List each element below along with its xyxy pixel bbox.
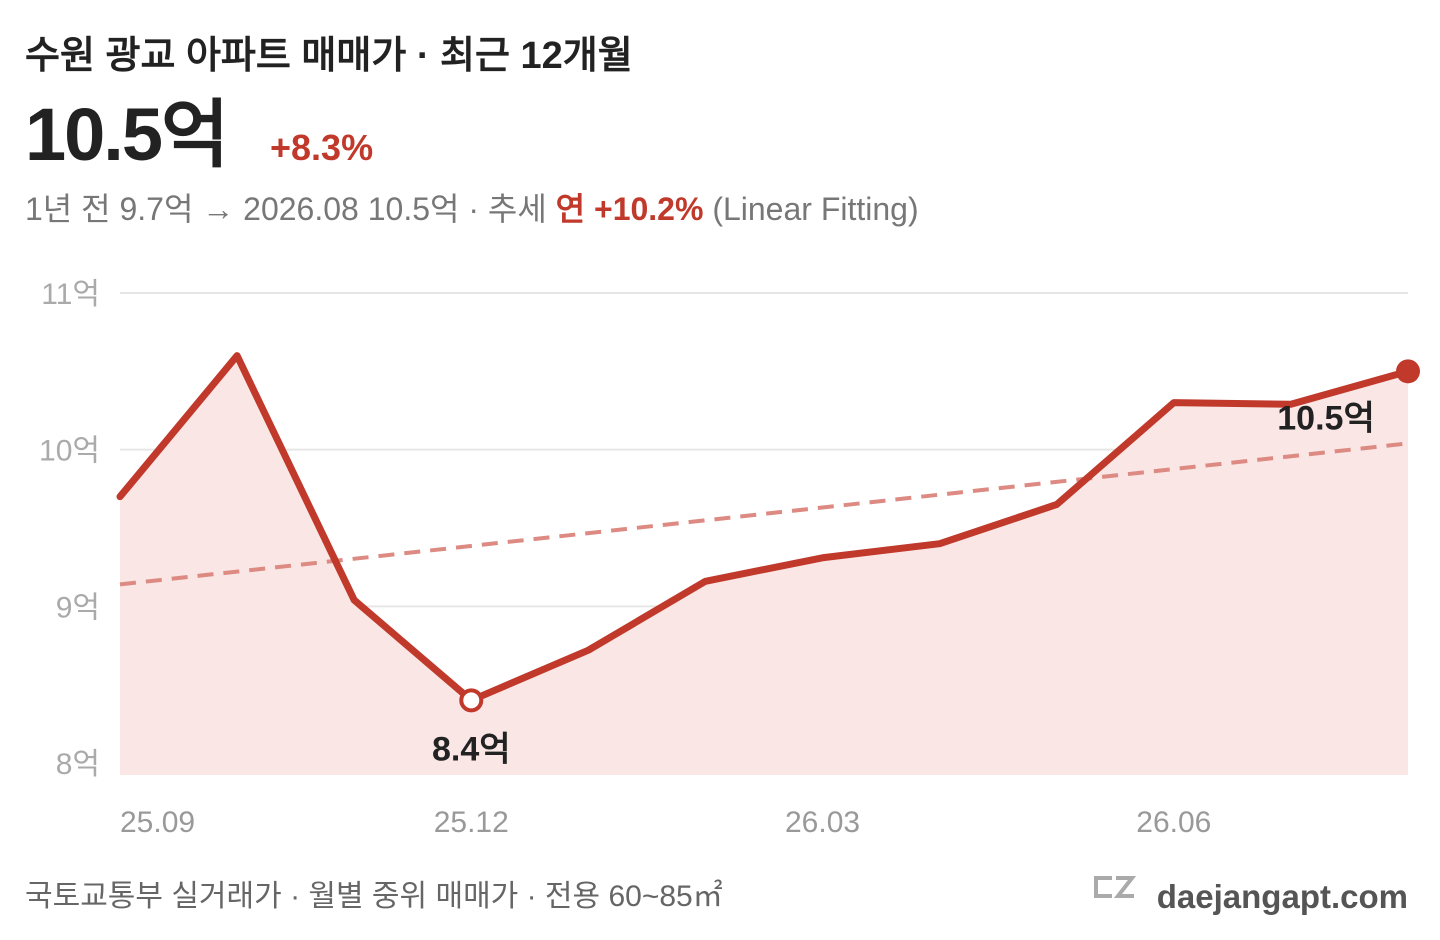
end-point [1396,359,1420,384]
x-tick-label: 25.12 [434,806,509,839]
subtitle-rate: +10.2% [585,191,703,227]
y-tick-label: 9억 [56,591,100,624]
y-tick-label: 8억 [56,748,100,781]
subtitle-text: 1년 전 9.7억 → 2026.08 10.5억 · 추세 [25,191,556,227]
x-tick-label: 26.03 [785,806,860,839]
source: 국토교통부 실거래가 · 월별 중위 매매가 · 전용 60~85㎡ [25,880,723,913]
subtitle: 1년 전 9.7억 → 2026.08 10.5억 · 추세 연 +10.2% … [25,191,919,227]
line [116,352,1412,704]
brand: daejangapt.com [1157,878,1408,915]
logo-part [1094,876,1112,898]
title: 수원 광교 아파트 매매가 · 최근 12개월 [25,35,633,77]
area [120,355,1408,775]
logo-part [1113,876,1137,898]
x-tick-label: 26.06 [1136,806,1211,839]
subtitle-period: 연 [556,191,585,227]
brand-logo [1094,876,1137,898]
y-tick-label: 11억 [41,278,100,311]
x-tick-label: 25.09 [120,806,195,839]
subtitle-method: (Linear Fitting) [703,191,918,227]
price: 10.5억 [25,93,227,176]
plot: 8억 9억 10억 11억 25.09 25.12 26.03 26.06 8.4억 10.5억 [39,278,1420,839]
value-label: 8.4억 [432,730,511,768]
change: +8.3% [270,127,373,168]
value-label: 10.5억 [1277,399,1374,437]
y-tick-label: 10억 [39,435,100,468]
min-point [459,688,484,713]
